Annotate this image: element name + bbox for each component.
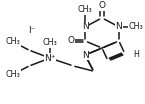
Text: O: O xyxy=(98,1,106,10)
Text: CH₃: CH₃ xyxy=(78,5,93,14)
Text: CH₃: CH₃ xyxy=(43,38,57,48)
Text: CH₃: CH₃ xyxy=(128,22,143,31)
Text: CH₃: CH₃ xyxy=(6,70,21,79)
Text: N: N xyxy=(82,22,88,31)
Text: N: N xyxy=(82,51,88,60)
Text: CH₃: CH₃ xyxy=(6,38,21,46)
Text: N⁺: N⁺ xyxy=(44,54,56,63)
Text: I⁻: I⁻ xyxy=(28,26,35,35)
Text: O: O xyxy=(68,37,75,45)
Text: H: H xyxy=(133,50,139,59)
Text: N: N xyxy=(116,22,122,31)
